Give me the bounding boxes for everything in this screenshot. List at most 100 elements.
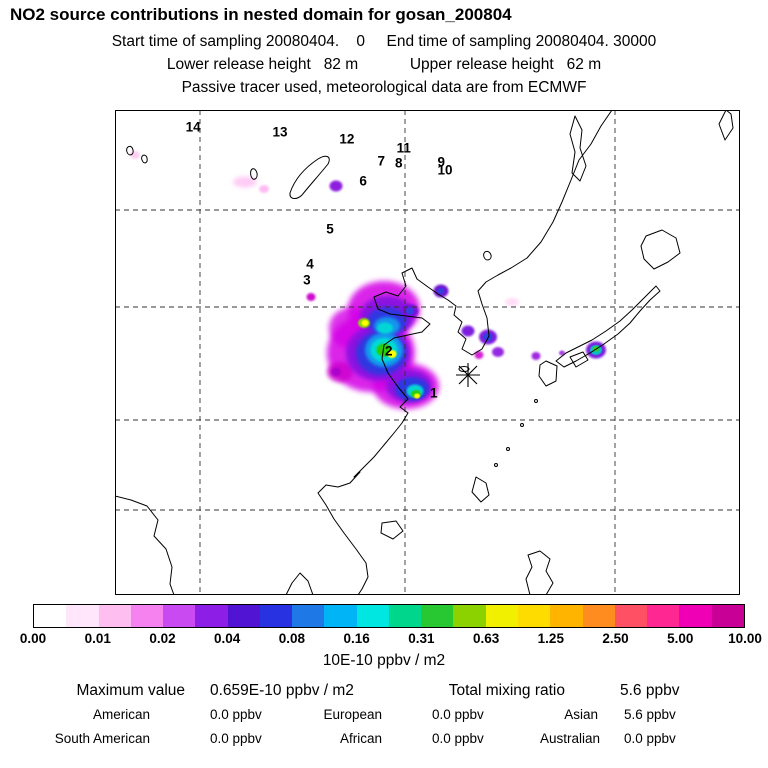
colorbar-segment-8 bbox=[292, 605, 325, 627]
source-marker-9: 9 bbox=[437, 154, 446, 170]
plume-blob-19 bbox=[361, 320, 369, 327]
tracer-info-line: Passive tracer used, meteorological data… bbox=[181, 79, 587, 96]
plume-blob-28 bbox=[406, 307, 414, 315]
ryukyu-island bbox=[494, 463, 498, 467]
region-value-0: 0.0 ppbv bbox=[210, 707, 262, 722]
source-marker-12: 12 bbox=[339, 131, 355, 147]
jeju-island bbox=[458, 366, 470, 372]
plume-blob-15 bbox=[377, 322, 393, 334]
honshu-island bbox=[555, 285, 661, 368]
stats-summary-row: Maximum value 0.659E-10 ppbv / m2 Total … bbox=[0, 682, 768, 700]
colorbar-tick-0.02: 0.02 bbox=[149, 631, 176, 646]
source-marker-10: 10 bbox=[437, 162, 453, 178]
region-label-5: Australian bbox=[540, 731, 601, 746]
lake-khovsgol bbox=[250, 168, 258, 180]
colorbar-segment-18 bbox=[614, 605, 648, 627]
colorbar-segment-1 bbox=[66, 605, 99, 627]
colorbar-tick-2.50: 2.50 bbox=[602, 631, 629, 646]
colorbar-unit-label: 10E-10 ppbv / m2 bbox=[322, 652, 446, 669]
source-marker-6: 6 bbox=[359, 173, 367, 189]
colorbar-segment-14 bbox=[485, 605, 518, 627]
taiwan-island bbox=[471, 476, 490, 503]
plume-layer bbox=[115, 110, 740, 595]
bengal-coastline bbox=[115, 495, 175, 595]
source-marker-4: 4 bbox=[306, 256, 314, 272]
max-value-label: Maximum value bbox=[76, 682, 185, 699]
region-label-2: Asian bbox=[564, 707, 598, 722]
page-title: NO2 source contributions in nested domai… bbox=[10, 5, 512, 24]
stats-regions: American 0.0 ppbv European 0.0 ppbv Asian 5.6… bbox=[0, 707, 768, 755]
okhotsk-coast-fragment bbox=[718, 110, 734, 141]
colorbar-segment-4 bbox=[163, 605, 196, 627]
colorbar-segment-13 bbox=[453, 605, 486, 627]
map-border bbox=[115, 110, 740, 595]
colorbar-segment-0 bbox=[34, 605, 67, 627]
colorbar-segment-15 bbox=[517, 605, 551, 627]
region-value-5: 0.0 ppbv bbox=[624, 731, 676, 746]
region-label-4: African bbox=[339, 731, 382, 746]
hainan-island bbox=[380, 520, 404, 540]
colorbar-tick-0.16: 0.16 bbox=[343, 631, 370, 646]
colorbar-tick-0.00: 0.00 bbox=[19, 631, 47, 646]
plume-blob-36 bbox=[531, 351, 541, 360]
map-panel: 14 13 12 11 7 8 9 10 6 5 4 3 2 1 bbox=[115, 110, 740, 595]
sampling-times-line: Start time of sampling 20080404. 0 End t… bbox=[111, 33, 657, 50]
plume-blob-42 bbox=[331, 367, 342, 377]
source-marker-8: 8 bbox=[394, 155, 403, 171]
source-marker-5: 5 bbox=[326, 221, 334, 237]
small-lake-a bbox=[126, 145, 134, 156]
plume-blob-23 bbox=[233, 176, 257, 188]
max-value: 0.659E-10 ppbv / m2 bbox=[210, 682, 354, 699]
colorbar-segment-20 bbox=[679, 605, 712, 627]
colorbar-segment-5 bbox=[195, 605, 228, 627]
plume-blob-31 bbox=[461, 325, 475, 337]
source-marker-1: 1 bbox=[429, 385, 438, 401]
hokkaido-island bbox=[640, 229, 681, 270]
colorbar-tick-0.31: 0.31 bbox=[408, 631, 435, 646]
colorbar-segment-21 bbox=[711, 605, 744, 627]
mainland-coastline bbox=[317, 110, 613, 595]
plume-blob-41 bbox=[504, 298, 519, 307]
colorbar-segment-6 bbox=[227, 605, 260, 627]
colorbar-segment-3 bbox=[130, 605, 164, 627]
colorbar-segment-2 bbox=[98, 605, 131, 627]
colorbar-segment-7 bbox=[259, 605, 293, 627]
plume-blob-34 bbox=[491, 347, 504, 357]
colorbar bbox=[33, 604, 745, 628]
plume-blob-21 bbox=[413, 393, 420, 399]
kyushu-island bbox=[538, 360, 558, 387]
coastline-svg bbox=[115, 110, 740, 595]
total-mixing-ratio-value: 5.6 ppbv bbox=[620, 682, 680, 699]
plume-blob-37 bbox=[558, 350, 565, 356]
colorbar-labels: 0.00 0.01 0.02 0.04 0.08 0.16 0.31 0.63 1.25 2.50… bbox=[20, 631, 762, 649]
total-mixing-ratio-label: Total mixing ratio bbox=[448, 682, 565, 699]
colorbar-tick-1.25: 1.25 bbox=[537, 631, 564, 646]
colorbar-segment-9 bbox=[324, 605, 357, 627]
region-label-3: South American bbox=[54, 731, 150, 746]
colorbar-segment-11 bbox=[388, 605, 422, 627]
thailand-coastline bbox=[285, 572, 314, 595]
colorbar-segment-12 bbox=[421, 605, 454, 627]
colorbar-segment-10 bbox=[356, 605, 389, 627]
colorbar-tick-5.00: 5.00 bbox=[667, 631, 694, 646]
plume-blob-20 bbox=[387, 349, 397, 358]
ryukyu-island bbox=[534, 399, 538, 403]
source-marker-7: 7 bbox=[377, 153, 386, 169]
colorbar-tick-0.63: 0.63 bbox=[472, 631, 500, 646]
marker-layer: 14 13 12 11 7 8 9 10 6 5 4 3 2 1 bbox=[115, 110, 740, 595]
plume-blob-22 bbox=[130, 151, 140, 160]
colorbar-tick-0.08: 0.08 bbox=[278, 631, 306, 646]
region-value-4: 0.0 ppbv bbox=[432, 731, 484, 746]
source-marker-14: 14 bbox=[185, 119, 201, 135]
plume-blob-26 bbox=[306, 293, 316, 302]
source-marker-13: 13 bbox=[272, 124, 288, 140]
region-label-1: European bbox=[323, 707, 382, 722]
shikoku-island bbox=[569, 351, 589, 368]
plume-blob-24 bbox=[258, 184, 269, 193]
plume-blob-25 bbox=[329, 180, 343, 192]
colorbar-tick-0.01: 0.01 bbox=[84, 631, 111, 646]
plume-blob-35 bbox=[474, 351, 484, 360]
colorbar-segment-16 bbox=[550, 605, 583, 627]
ryukyu-island bbox=[520, 423, 524, 427]
ryukyu-island bbox=[506, 447, 510, 451]
